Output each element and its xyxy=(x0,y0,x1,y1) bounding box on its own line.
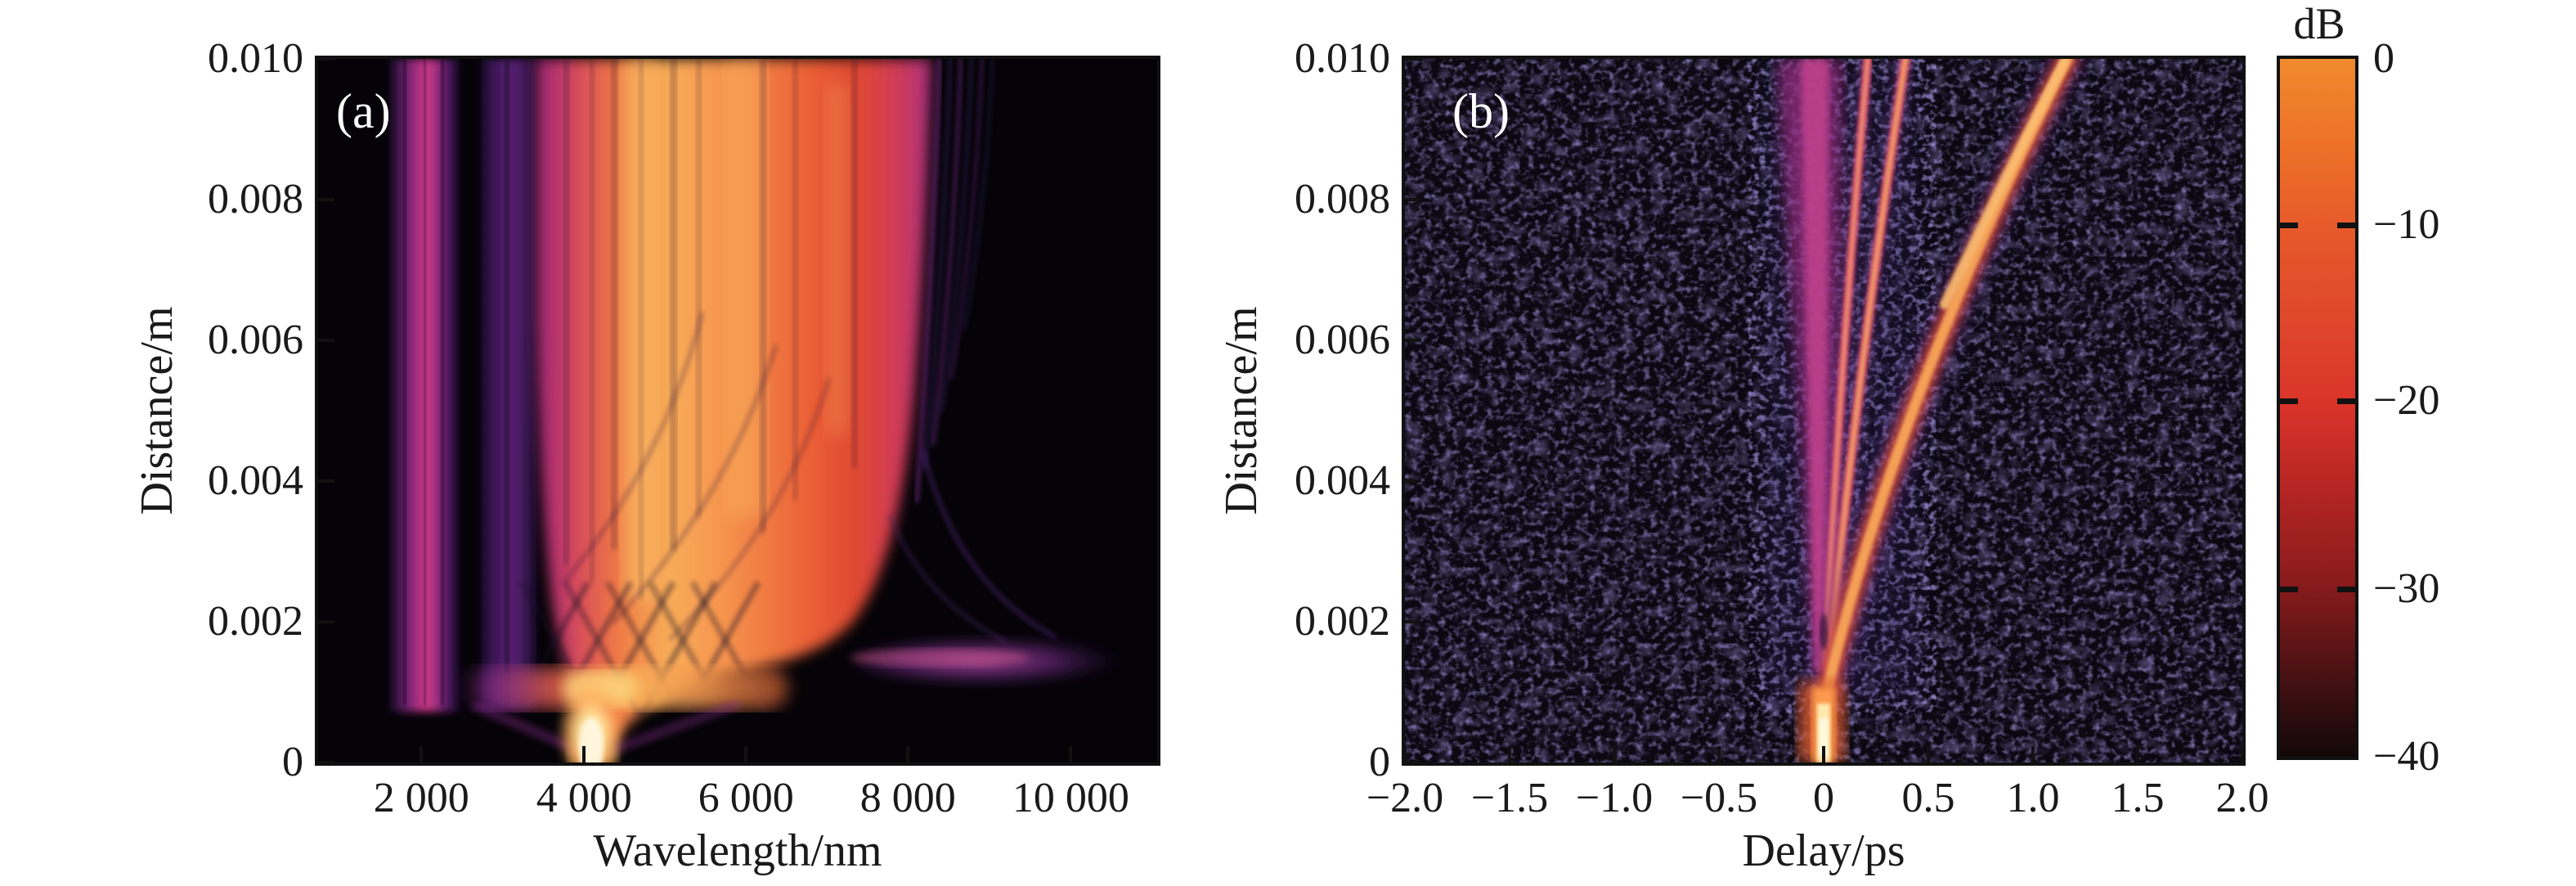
tick-label: 10 000 xyxy=(1012,775,1129,821)
tick-label: 0.008 xyxy=(208,176,303,223)
tick-label: 1.0 xyxy=(2006,775,2060,821)
colorbar-title: dB xyxy=(2293,0,2345,48)
panel-a-yaxis-title: Distance/m xyxy=(132,306,182,515)
long-wavelength-tongue xyxy=(850,638,1124,684)
tick-label: −10 xyxy=(2373,201,2440,248)
colorbar xyxy=(2277,56,2358,760)
tick-label: 4 000 xyxy=(536,775,632,821)
tick-label: 0.004 xyxy=(1295,457,1390,504)
panel-a-label: (a) xyxy=(336,84,391,138)
panel-b-heatmap: (b) xyxy=(1402,56,2246,766)
panel-a-heatmap-image xyxy=(318,59,1157,762)
band-dark-line xyxy=(505,59,509,705)
tick-label: 1.5 xyxy=(2111,775,2165,821)
tick-label: 0 xyxy=(1813,775,1834,821)
panel-b-yaxis-title: Distance/m xyxy=(1216,306,1267,515)
tick-label: 0.006 xyxy=(1295,317,1390,363)
tick-label: 8 000 xyxy=(859,775,956,821)
panel-b-heatmap-image xyxy=(1405,59,2242,762)
tick-label: 6 000 xyxy=(698,775,794,821)
tick-label: 0 xyxy=(282,739,303,785)
tick-label: −1.0 xyxy=(1575,775,1654,821)
tick-label: 0.5 xyxy=(1901,775,1955,821)
tick-label: −0.5 xyxy=(1680,775,1758,821)
tick-label: −30 xyxy=(2373,565,2440,613)
tick-label: 0 xyxy=(1369,739,1390,785)
tick-label: 0.006 xyxy=(208,317,303,363)
tick-label: 0.004 xyxy=(208,457,303,504)
tick-label: 0.008 xyxy=(1295,176,1390,223)
panel-a-heatmap: (a) xyxy=(315,56,1160,766)
tick-label: 0.010 xyxy=(208,35,303,82)
panel-b-xaxis-title: Delay/ps xyxy=(1742,825,1905,876)
tick-label: 0 xyxy=(2373,35,2394,82)
pump-pulse xyxy=(1799,614,1845,762)
tick-label: −40 xyxy=(2373,733,2440,780)
vertical-interference-fringes xyxy=(563,59,858,599)
tick-label: 0.010 xyxy=(1295,35,1390,82)
curved-edge-fringes xyxy=(888,59,1057,644)
tick-label: 0.002 xyxy=(208,598,303,645)
tick-label: 2 000 xyxy=(373,775,469,821)
panel-b-label: (b) xyxy=(1452,84,1510,138)
panel-a-xaxis-title: Wavelength/nm xyxy=(593,825,882,876)
main-soliton-trajectory xyxy=(1811,59,2085,703)
dispersive-wave-band xyxy=(390,59,459,712)
tick-label: −2.0 xyxy=(1366,775,1444,821)
tick-label: 2.0 xyxy=(2215,775,2269,821)
tick-label: −1.5 xyxy=(1470,775,1549,821)
tick-label: 0.002 xyxy=(1295,598,1390,645)
tick-label: −20 xyxy=(2373,376,2440,424)
